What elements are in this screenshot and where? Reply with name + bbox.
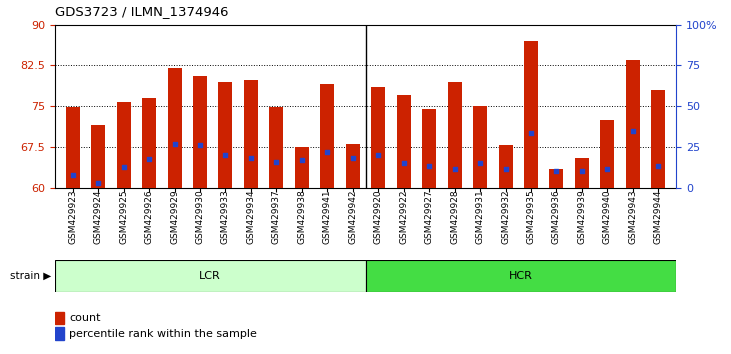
Bar [499,145,512,188]
Point [322,149,333,155]
Text: GSM429926: GSM429926 [145,189,154,244]
Point [219,152,231,158]
Text: GSM429941: GSM429941 [323,189,332,244]
Bar [346,144,360,188]
Point [398,160,409,166]
Point [449,166,461,171]
Point [627,128,639,133]
Bar [244,80,258,188]
Bar [473,106,487,188]
Point [143,156,155,162]
Bar [116,102,131,188]
Text: GSM429920: GSM429920 [374,189,383,244]
Point [602,166,613,171]
Text: GSM429937: GSM429937 [272,189,281,244]
Text: GSM429927: GSM429927 [425,189,433,244]
Point [653,163,664,169]
Point [67,172,78,178]
Text: count: count [69,313,101,323]
Text: GDS3723 / ILMN_1374946: GDS3723 / ILMN_1374946 [55,5,228,18]
Bar [142,98,156,188]
Bar [66,107,80,188]
Text: GSM429922: GSM429922 [399,189,408,244]
Text: GSM429940: GSM429940 [603,189,612,244]
Point [270,159,282,164]
Point [169,141,181,147]
Text: GSM429924: GSM429924 [94,189,102,244]
Bar [626,60,640,188]
Point [347,155,359,161]
Text: GSM429929: GSM429929 [170,189,179,244]
Text: GSM429931: GSM429931 [476,189,485,244]
Point [92,181,104,186]
Text: GSM429933: GSM429933 [221,189,230,244]
Text: percentile rank within the sample: percentile rank within the sample [69,329,257,339]
Point [525,131,537,136]
Text: GSM429930: GSM429930 [195,189,205,244]
Bar [167,68,181,188]
Bar [550,169,564,188]
Text: GSM429938: GSM429938 [298,189,306,244]
Text: GSM429928: GSM429928 [450,189,459,244]
Bar [193,76,207,188]
Text: GSM429925: GSM429925 [119,189,128,244]
Bar [423,109,436,188]
Text: LCR: LCR [200,271,221,281]
Text: GSM429935: GSM429935 [526,189,536,244]
Bar [524,41,538,188]
Text: GSM429934: GSM429934 [246,189,255,244]
Bar [600,120,615,188]
Bar [575,158,589,188]
Bar [397,95,411,188]
Text: GSM429942: GSM429942 [348,189,357,244]
Point [474,160,486,166]
Text: GSM429944: GSM429944 [654,189,663,244]
Point [423,163,435,169]
Point [550,169,562,174]
Bar [320,85,334,188]
Bar [55,260,366,292]
Point [296,158,308,163]
Bar [371,87,385,188]
Bar [55,312,64,324]
Point [118,164,129,170]
Bar [269,107,284,188]
Bar [55,327,64,340]
Text: GSM429939: GSM429939 [577,189,586,244]
Text: GSM429923: GSM429923 [68,189,77,244]
Text: strain ▶: strain ▶ [10,271,51,281]
Point [245,155,257,161]
Point [576,169,588,174]
Bar [366,260,676,292]
Text: HCR: HCR [509,271,533,281]
Text: GSM429943: GSM429943 [629,189,637,244]
Bar [219,82,232,188]
Bar [447,82,462,188]
Bar [651,90,665,188]
Point [194,142,206,148]
Bar [91,125,105,188]
Text: GSM429932: GSM429932 [501,189,510,244]
Text: GSM429936: GSM429936 [552,189,561,244]
Bar [295,147,308,188]
Point [500,166,512,171]
Point [372,152,384,158]
